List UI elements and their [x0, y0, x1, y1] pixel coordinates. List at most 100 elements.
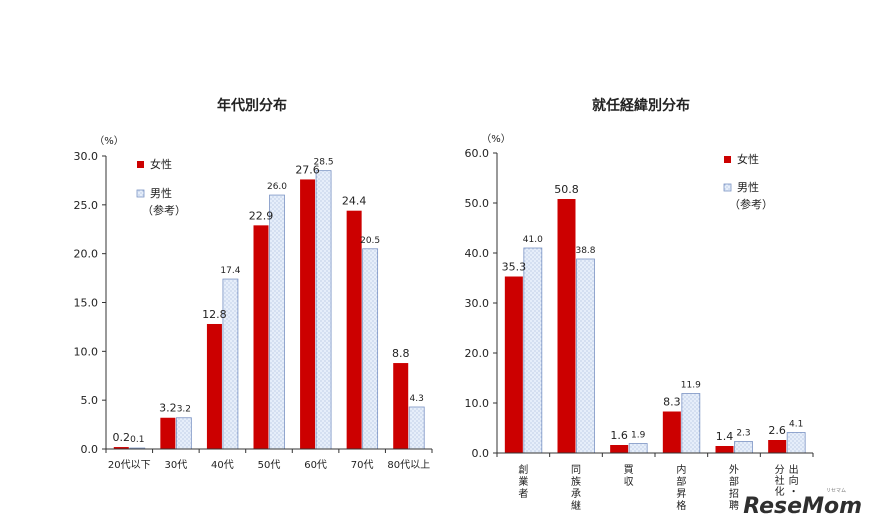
watermark-text: ReseMom [743, 494, 862, 519]
svg-text:昇: 昇 [676, 488, 686, 500]
svg-text:聘: 聘 [729, 499, 739, 512]
bar-female [113, 447, 129, 449]
x-axis: 20代以下 30代 40代 50代 60代 70代 80代以上 [105, 448, 433, 471]
legend-female-swatch [137, 161, 144, 168]
y-tick-label: 5.0 [81, 394, 99, 407]
y-tick-label: 30.0 [465, 297, 490, 310]
value-label-female: 27.6 [295, 163, 320, 176]
y-tick-label: 15.0 [74, 297, 99, 310]
svg-text:分: 分 [775, 464, 785, 476]
bar-male [523, 247, 543, 454]
svg-text:招: 招 [729, 487, 739, 500]
y-axis: 0.0 10.0 20.0 30.0 40.0 50.0 60.0 [465, 147, 498, 460]
value-label-female: 8.3 [663, 396, 681, 409]
svg-text:継: 継 [571, 499, 581, 512]
bar-male [269, 194, 285, 450]
category-label: 80代以上 [387, 459, 430, 471]
bar-male [734, 441, 753, 454]
legend-male-note: （参考） [142, 203, 186, 217]
category-label: 60代 [304, 459, 327, 471]
svg-text:向: 向 [789, 474, 799, 487]
category-label: 創業者 [518, 464, 528, 500]
value-label-male: 11.9 [681, 381, 701, 391]
value-label-female: 1.4 [716, 430, 734, 443]
legend-male-label: 男性 [150, 186, 172, 200]
chart-title: 年代別分布 [217, 97, 287, 114]
bar-male [222, 278, 239, 450]
bar-male [786, 432, 806, 454]
bar-female [504, 276, 523, 453]
y-tick-label: 60.0 [465, 147, 490, 160]
svg-text:格: 格 [676, 499, 686, 512]
svg-text:化: 化 [775, 485, 785, 498]
chart-title: 就任経緯別分布 [592, 97, 690, 114]
svg-text:外: 外 [729, 464, 739, 476]
category-label: 70代 [351, 459, 374, 471]
value-label-female: 50.8 [554, 183, 579, 196]
value-label-female: 12.8 [202, 308, 227, 321]
bar-female [346, 210, 362, 449]
y-tick-label: 40.0 [465, 247, 490, 260]
legend: 女性 男性 （参考） [723, 152, 773, 211]
bar-male [175, 417, 192, 450]
y-axis-unit: （%） [481, 133, 511, 145]
legend-male-swatch [723, 183, 732, 192]
bars: 0.2 0.1 3.2 3.2 12.8 17.4 22.9 26.0 27.628.5 24.4… [113, 158, 425, 450]
svg-text:出: 出 [789, 463, 799, 476]
value-label-male: 4.1 [789, 420, 803, 430]
value-label-female: 8.8 [392, 347, 410, 360]
value-label-female: 0.2 [113, 431, 131, 444]
bar-female [662, 411, 681, 453]
y-tick-label: 30.0 [74, 150, 99, 163]
svg-text:買: 買 [624, 464, 634, 476]
bar-female [206, 323, 222, 449]
appointment-route-chart: 就任経緯別分布 （%） 0.010.020.030.040.050.060.0 … [465, 97, 814, 512]
bar-male [408, 406, 425, 450]
bar-male [681, 393, 701, 454]
bar-female [253, 225, 269, 449]
svg-text:業: 業 [518, 475, 528, 488]
svg-text:部: 部 [676, 475, 686, 488]
legend-female-label: 女性 [737, 152, 759, 166]
y-tick-label: 25.0 [74, 199, 99, 212]
category-label: 出向・分社化 [775, 463, 799, 498]
legend-male-swatch [136, 189, 145, 198]
y-tick-label: 10.0 [465, 397, 490, 410]
category-label: 買収 [624, 464, 634, 488]
legend-female-label: 女性 [150, 157, 172, 171]
legend-male-note: （参考） [729, 197, 773, 211]
value-label-female: 1.6 [610, 429, 628, 442]
category-label: 30代 [164, 459, 187, 471]
svg-text:社: 社 [775, 474, 785, 487]
value-label-male: 0.1 [130, 435, 144, 445]
svg-text:部: 部 [729, 475, 739, 488]
y-tick-label: 50.0 [465, 197, 490, 210]
svg-text:同: 同 [571, 464, 581, 476]
y-tick-label: 20.0 [465, 347, 490, 360]
svg-text:収: 収 [624, 476, 634, 488]
bar-male [576, 258, 595, 454]
category-label: 50代 [258, 459, 281, 471]
value-label-female: 22.9 [249, 209, 274, 222]
age-distribution-chart: 年代別分布 （%） 0.0 5.0 10.0 15.0 20.0 25.0 30.0 0.2… [74, 97, 433, 471]
value-label-male: 38.8 [575, 246, 595, 256]
y-axis-unit: （%） [94, 135, 124, 147]
value-label-male: 28.5 [314, 158, 334, 168]
y-tick-label: 0.0 [472, 447, 490, 460]
bar-male [628, 443, 648, 454]
legend-female-swatch [724, 156, 731, 163]
bar-female [300, 179, 316, 449]
y-tick-label: 20.0 [74, 248, 99, 261]
value-label-female: 35.3 [502, 261, 527, 274]
value-label-male: 1.9 [631, 431, 646, 441]
value-label-female: 24.4 [342, 195, 367, 208]
value-label-male: 20.5 [360, 236, 380, 246]
legend: 女性 男性 （参考） [136, 157, 186, 217]
svg-text:内: 内 [676, 463, 686, 476]
bar-female [393, 363, 409, 449]
y-tick-label: 10.0 [74, 345, 99, 358]
bars: 35.3 41.0 50.8 38.8 1.6 1.9 8.311.9 1.4 2.3 2.6 4.… [502, 183, 806, 454]
